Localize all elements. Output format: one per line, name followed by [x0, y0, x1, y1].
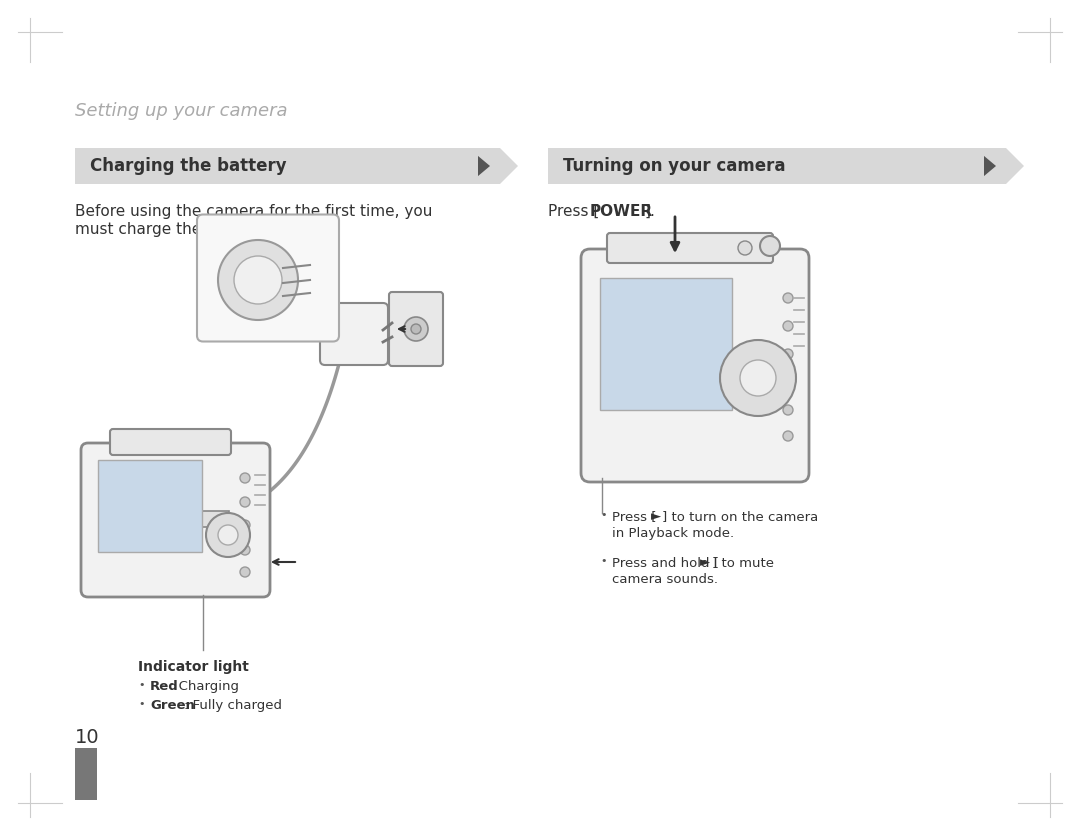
FancyBboxPatch shape	[110, 429, 231, 455]
Text: Press and hold [: Press and hold [	[612, 556, 719, 569]
Polygon shape	[478, 156, 490, 176]
Circle shape	[206, 513, 249, 557]
Circle shape	[783, 377, 793, 387]
Bar	[548, 148, 1005, 184]
Circle shape	[404, 317, 428, 341]
Text: Press [: Press [	[612, 510, 657, 523]
FancyBboxPatch shape	[98, 460, 202, 552]
Text: Green: Green	[150, 699, 194, 712]
Text: must charge the battery.: must charge the battery.	[75, 222, 265, 237]
Circle shape	[783, 349, 793, 359]
Text: : Fully charged: : Fully charged	[184, 699, 282, 712]
Text: Red: Red	[150, 680, 179, 693]
FancyBboxPatch shape	[199, 511, 229, 527]
Text: POWER: POWER	[590, 204, 653, 219]
FancyBboxPatch shape	[389, 292, 443, 366]
Circle shape	[720, 340, 796, 416]
FancyBboxPatch shape	[600, 278, 732, 410]
Bar	[75, 748, 97, 800]
Circle shape	[783, 321, 793, 331]
Text: ►: ►	[650, 510, 661, 523]
Circle shape	[740, 360, 777, 396]
Text: camera sounds.: camera sounds.	[612, 573, 718, 586]
Text: Press [: Press [	[548, 204, 599, 219]
Text: Setting up your camera: Setting up your camera	[75, 102, 287, 120]
Circle shape	[240, 473, 249, 483]
Text: ] to mute: ] to mute	[712, 556, 774, 569]
Text: in Playback mode.: in Playback mode.	[612, 527, 734, 540]
Circle shape	[738, 241, 752, 255]
Circle shape	[783, 405, 793, 415]
Circle shape	[783, 431, 793, 441]
Text: ].: ].	[645, 204, 656, 219]
Text: 10: 10	[75, 728, 99, 747]
Circle shape	[240, 567, 249, 577]
Circle shape	[783, 293, 793, 303]
Circle shape	[760, 236, 780, 256]
Circle shape	[411, 324, 421, 334]
Circle shape	[240, 497, 249, 507]
Text: Before using the camera for the first time, you: Before using the camera for the first ti…	[75, 204, 432, 219]
Text: •: •	[138, 680, 145, 690]
FancyBboxPatch shape	[320, 303, 388, 365]
Text: : Charging: : Charging	[171, 680, 240, 693]
Circle shape	[240, 545, 249, 555]
Polygon shape	[500, 148, 518, 184]
Text: •: •	[138, 699, 145, 709]
Polygon shape	[984, 156, 996, 176]
Text: Charging the battery: Charging the battery	[90, 157, 286, 175]
Circle shape	[218, 240, 298, 320]
Circle shape	[218, 525, 238, 545]
Text: Indicator light: Indicator light	[138, 660, 248, 674]
Text: Turning on your camera: Turning on your camera	[563, 157, 785, 175]
Text: ►: ►	[700, 556, 711, 569]
FancyBboxPatch shape	[81, 443, 270, 597]
Text: •: •	[600, 556, 607, 566]
Bar	[75, 148, 500, 184]
Text: ] to turn on the camera: ] to turn on the camera	[662, 510, 819, 523]
Circle shape	[234, 256, 282, 304]
Circle shape	[240, 520, 249, 530]
Text: •: •	[600, 510, 607, 520]
FancyBboxPatch shape	[197, 215, 339, 342]
FancyBboxPatch shape	[581, 249, 809, 482]
FancyBboxPatch shape	[607, 233, 773, 263]
Polygon shape	[1005, 148, 1024, 184]
